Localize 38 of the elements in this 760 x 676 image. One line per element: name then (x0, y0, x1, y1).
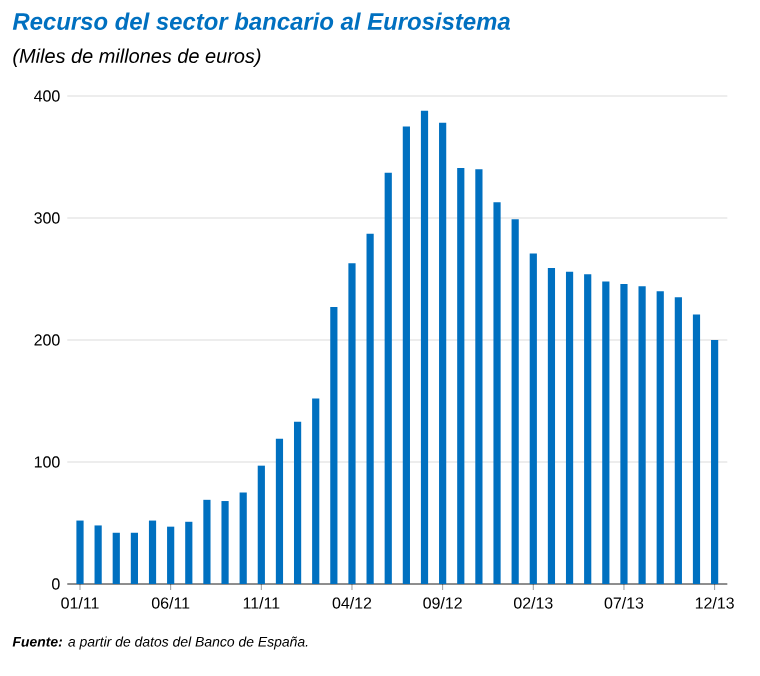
bar (94, 525, 102, 584)
bar (76, 520, 84, 584)
bar (257, 465, 265, 584)
bar (584, 274, 592, 584)
bar (602, 281, 610, 584)
bar (439, 122, 447, 584)
bar (275, 438, 284, 584)
bar (692, 314, 701, 584)
bar (293, 421, 302, 584)
bar (312, 398, 320, 584)
bar (148, 520, 157, 584)
chart-title: Recurso del sector bancario al Eurosistema (12, 12, 510, 30)
bar (638, 286, 646, 584)
bar (348, 263, 356, 584)
bar (112, 532, 120, 584)
bar (366, 233, 374, 584)
bar (674, 297, 682, 584)
bar (239, 492, 247, 584)
bar (565, 271, 574, 584)
chart-subtitle: (Miles de millones de euros) (13, 48, 261, 67)
bar (402, 126, 410, 584)
bar (656, 291, 664, 584)
bar (711, 340, 719, 584)
bar (493, 202, 501, 584)
bar (384, 172, 392, 584)
bar (185, 521, 193, 584)
bar (475, 169, 483, 584)
bar (620, 283, 628, 584)
bar (330, 307, 338, 584)
bar (203, 499, 211, 584)
bar (529, 253, 537, 584)
bar (130, 532, 138, 584)
bar (420, 110, 429, 584)
bar (221, 501, 229, 584)
bar (457, 167, 465, 584)
bar (547, 268, 556, 584)
bar (167, 526, 175, 584)
bar (511, 219, 519, 584)
